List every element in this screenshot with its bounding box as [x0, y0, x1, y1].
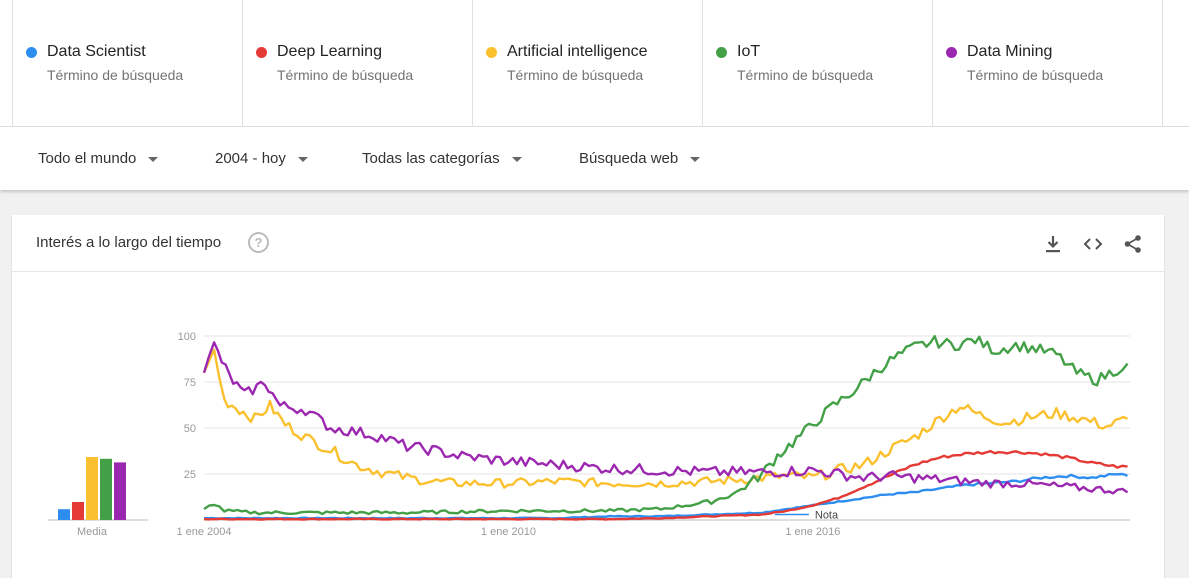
- term-name: Deep Learning: [277, 43, 382, 60]
- category-label: Todas las categorías: [362, 150, 500, 167]
- average-bar: [58, 509, 70, 520]
- search-type-dropdown[interactable]: Búsqueda web: [579, 150, 701, 167]
- term-type: Término de búsqueda: [47, 67, 184, 83]
- term-type: Término de búsqueda: [277, 67, 414, 83]
- series-color-dot: [946, 47, 957, 58]
- average-bar: [72, 502, 84, 520]
- term-type: Término de búsqueda: [737, 67, 874, 83]
- y-tick-label: 100: [178, 331, 196, 343]
- term-type: Término de búsqueda: [967, 67, 1104, 83]
- search-type-label: Búsqueda web: [579, 150, 679, 167]
- series-line-deep-learning: [203, 450, 1128, 521]
- term-card-add[interactable]: [1162, 0, 1189, 126]
- card-header: Interés a lo largo del tiempo ?: [12, 215, 1164, 272]
- term-name: IoT: [737, 43, 761, 60]
- series-color-dot: [486, 47, 497, 58]
- embed-code-icon[interactable]: [1082, 233, 1104, 255]
- series-color-dot: [716, 47, 727, 58]
- period-label: 2004 - hoy: [215, 150, 286, 167]
- download-icon[interactable]: [1042, 233, 1064, 255]
- y-tick-label: 25: [184, 469, 196, 481]
- x-tick-label: 1 ene 2004: [176, 526, 231, 538]
- term-type: Término de búsqueda: [507, 67, 644, 83]
- y-tick-label: 75: [184, 377, 196, 389]
- y-tick-label: 50: [184, 423, 196, 435]
- note-label: Nota: [815, 509, 839, 521]
- x-tick-label: 1 ene 2016: [785, 526, 840, 538]
- interest-over-time-card: Interés a lo largo del tiempo ? 25 50 75 10…: [12, 215, 1164, 578]
- caret-down-icon: [690, 156, 701, 162]
- filters-bar: Todo el mundo 2004 - hoy Todas las categ…: [0, 127, 1189, 190]
- average-bar: [100, 458, 112, 520]
- series-line-data-mining: [202, 341, 1129, 495]
- caret-down-icon: [511, 156, 522, 162]
- caret-down-icon: [297, 156, 308, 162]
- region-dropdown[interactable]: Todo el mundo: [38, 150, 159, 167]
- period-dropdown[interactable]: 2004 - hoy: [215, 150, 308, 167]
- caret-down-icon: [148, 156, 159, 162]
- term-card-iot[interactable]: IoT Término de búsqueda: [702, 0, 932, 126]
- interest-chart: 25 50 75 100 1 ene 2004 1 ene 2010 1 ene 2016 N…: [48, 331, 1130, 538]
- term-name: Data Scientist: [47, 43, 146, 60]
- help-circle-icon[interactable]: ?: [248, 232, 269, 253]
- card-title: Interés a lo largo del tiempo: [36, 234, 222, 251]
- series-line-iot: [203, 334, 1129, 516]
- share-icon[interactable]: [1122, 233, 1144, 255]
- category-dropdown[interactable]: Todas las categorías: [362, 150, 522, 167]
- term-card-data-mining[interactable]: Data Mining Término de búsqueda: [932, 0, 1162, 126]
- averages-label: Media: [77, 526, 108, 538]
- series-color-dot: [26, 47, 37, 58]
- series-line-artificial-intelligence: [202, 348, 1128, 489]
- term-name: Data Mining: [967, 43, 1053, 60]
- term-card-artificial-intelligence[interactable]: Artificial intelligence Término de búsqu…: [472, 0, 702, 126]
- term-name: Artificial intelligence: [507, 43, 648, 60]
- average-bar: [114, 462, 126, 520]
- x-tick-label: 1 ene 2010: [481, 526, 536, 538]
- region-label: Todo el mundo: [38, 150, 137, 167]
- term-card-deep-learning[interactable]: Deep Learning Término de búsqueda: [242, 0, 472, 126]
- term-card-data-scientist[interactable]: Data Scientist Término de búsqueda: [12, 0, 242, 126]
- series-color-dot: [256, 47, 267, 58]
- search-terms-bar: Data Scientist Término de búsqueda Deep …: [0, 0, 1189, 127]
- average-bar: [86, 457, 98, 520]
